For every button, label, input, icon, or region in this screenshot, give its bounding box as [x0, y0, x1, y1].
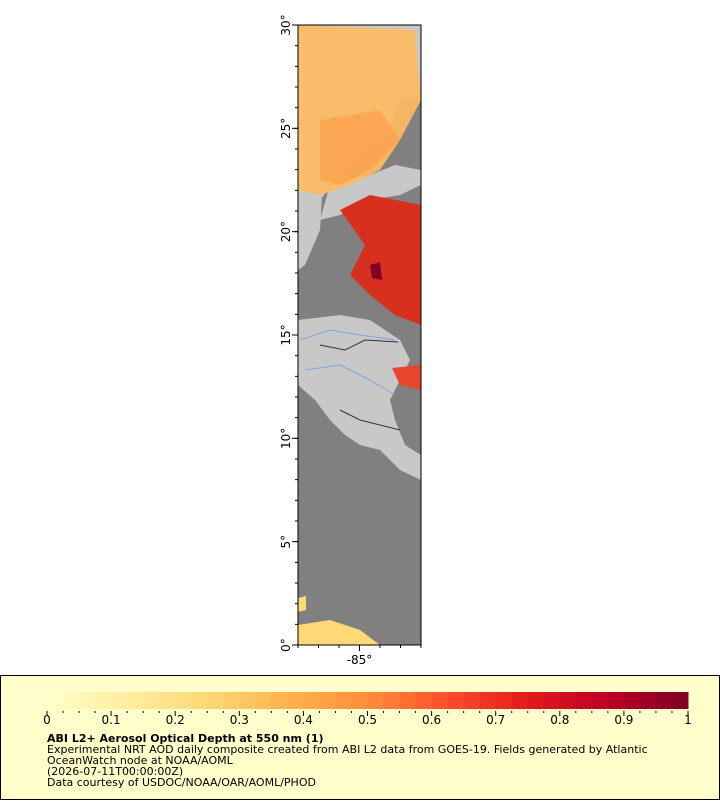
caption-line: (2026-07-11T00:00:00Z) — [47, 765, 183, 778]
colorbar-tick-label: 0.9 — [614, 713, 633, 727]
x-tick-label: -85° — [347, 653, 373, 667]
colorbar-cell — [239, 692, 256, 709]
colorbar-cell — [495, 692, 513, 709]
colorbar-cell — [111, 692, 128, 709]
colorbar-cell — [271, 692, 288, 709]
aerosol-area — [392, 365, 421, 390]
colorbar-tick-label: 0.4 — [294, 713, 313, 727]
colorbar-cell — [335, 692, 352, 709]
colorbar-cell — [575, 692, 593, 709]
colorbar-tick-label: 0.1 — [102, 713, 121, 727]
y-tick-label: 15° — [279, 324, 293, 345]
colorbar-tick-label: 0.6 — [422, 713, 441, 727]
border — [319, 339, 399, 351]
colorbar-cell — [591, 692, 609, 709]
colorbar-cell — [159, 692, 176, 709]
colorbar-cell — [399, 692, 417, 709]
y-tick-label: 25° — [279, 118, 293, 139]
y-tick-label: 20° — [279, 221, 293, 242]
colorbar-cell — [207, 692, 224, 709]
colorbar-cell — [63, 692, 80, 709]
colorbar-tick-label: 0.2 — [166, 713, 185, 727]
colorbar-cell — [543, 692, 561, 709]
colorbar-cell — [79, 692, 96, 709]
land — [320, 165, 421, 220]
caption-line: OceanWatch node at NOAA/AOML — [47, 754, 234, 767]
colorbar-cell — [191, 692, 208, 709]
colorbar-tick-label: 0.7 — [486, 713, 505, 727]
y-tick-label: 5° — [279, 535, 293, 549]
y-tick-label: 0° — [279, 638, 293, 652]
colorbar-cell — [607, 692, 625, 709]
river — [304, 364, 396, 396]
colorbar-cell — [463, 692, 481, 709]
colorbar-cell — [303, 692, 320, 709]
aerosol-area — [370, 262, 382, 280]
y-tick-label: 30° — [279, 14, 293, 35]
colorbar-cell — [367, 692, 385, 709]
river — [299, 329, 396, 341]
colorbar-cell — [639, 692, 657, 709]
colorbar-cell — [223, 692, 240, 709]
colorbar-tick-label: 0.3 — [230, 713, 249, 727]
colorbar-cell — [511, 692, 529, 709]
colorbar-cell — [175, 692, 192, 709]
colorbar-cell — [527, 692, 545, 709]
colorbar-cell — [431, 692, 449, 709]
colorbar-cell — [383, 692, 401, 709]
colorbar-cell — [671, 692, 689, 709]
colorbar-tick-label: 1 — [684, 713, 692, 727]
colorbar-cell — [655, 692, 673, 709]
aerosol-area — [320, 110, 400, 185]
colorbar-cell — [319, 692, 336, 709]
caption-title: ABI L2+ Aerosol Optical Depth at 550 nm … — [47, 732, 324, 745]
colorbar-cell — [559, 692, 577, 709]
colorbar-cell — [479, 692, 497, 709]
colorbar-cell — [127, 692, 144, 709]
colorbar-cell — [143, 692, 160, 709]
colorbar-tick-label: 0.8 — [550, 713, 569, 727]
colorbar-cell — [255, 692, 272, 709]
border — [339, 409, 401, 431]
aerosol-area — [340, 195, 421, 325]
colorbar-tick-label: 0.5 — [358, 713, 377, 727]
colorbar-cell — [351, 692, 368, 709]
colorbar-cell — [287, 692, 304, 709]
colorbar-tick-label: 0 — [43, 713, 51, 727]
y-tick-label: 10° — [279, 428, 293, 449]
map — [298, 25, 421, 645]
colorbar-cell — [447, 692, 465, 709]
aerosol-area — [298, 596, 306, 612]
caption-line: Data courtesy of USDOC/NOAA/OAR/AOML/PHO… — [47, 776, 316, 789]
land — [298, 195, 322, 270]
colorbar-cell — [95, 692, 112, 709]
aerosol-area — [298, 620, 380, 645]
land — [298, 315, 421, 480]
colorbar-cell — [47, 692, 64, 709]
colorbar-cell — [623, 692, 641, 709]
caption-line: Experimental NRT AOD daily composite cre… — [47, 743, 648, 756]
colorbar-cell — [415, 692, 433, 709]
